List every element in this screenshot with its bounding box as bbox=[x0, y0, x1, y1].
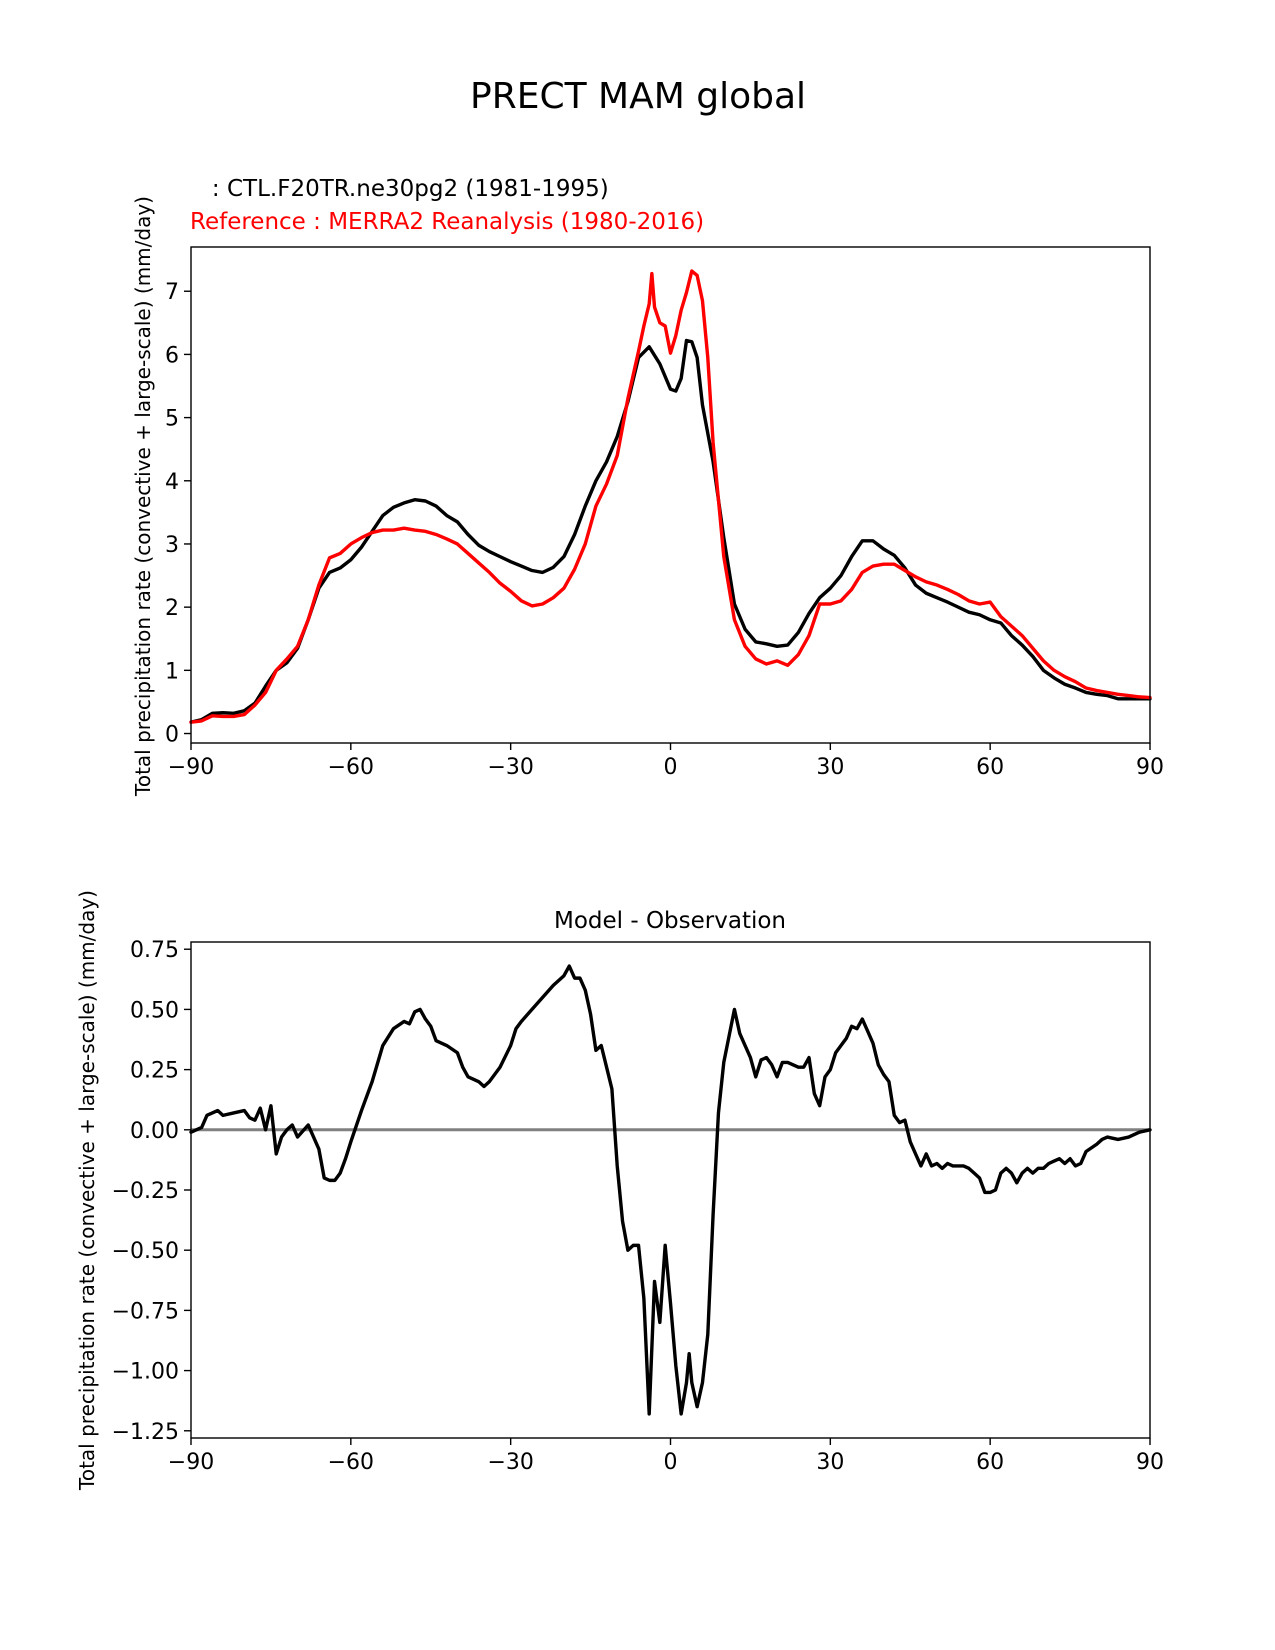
bottom-y-tick-label: 0.75 bbox=[130, 938, 179, 963]
bottom-y-tick-label: −0.25 bbox=[112, 1179, 179, 1204]
bottom-x-tick-label: 0 bbox=[664, 1450, 678, 1475]
top-y-tick-label: 1 bbox=[165, 659, 179, 684]
bottom-x-tick-label: 30 bbox=[816, 1450, 844, 1475]
bottom-y-tick-label: 0.00 bbox=[130, 1119, 179, 1144]
top-y-tick-label: 0 bbox=[165, 723, 179, 748]
top-series-line bbox=[189, 338, 1152, 724]
bottom-chart: Model - Observation −90 −60 −30 0 30 60 90 0.75… bbox=[75, 890, 1164, 1491]
bottom-series-lines bbox=[189, 964, 1152, 1416]
top-y-tick-label: 3 bbox=[165, 533, 179, 558]
top-x-tick-label: 30 bbox=[816, 755, 844, 780]
bottom-x-tick-label: −30 bbox=[487, 1450, 533, 1475]
bottom-plot-frame bbox=[190, 941, 1151, 1439]
bottom-x-tick-label: −60 bbox=[328, 1450, 374, 1475]
top-x-tick-label: −90 bbox=[168, 755, 214, 780]
bottom-y-axis-label: Total precipitation rate (convective + l… bbox=[75, 890, 99, 1491]
top-x-tick-label: 60 bbox=[976, 755, 1004, 780]
model-label: : CTL.F20TR.ne30pg2 (1981-1995) bbox=[190, 176, 609, 202]
top-x-tick-label: 0 bbox=[664, 755, 678, 780]
figure-title: PRECT MAM global bbox=[470, 76, 806, 117]
top-series-lines bbox=[189, 269, 1152, 724]
bottom-y-tick-label: −0.50 bbox=[112, 1239, 179, 1264]
bottom-x-tick-label: 90 bbox=[1136, 1450, 1164, 1475]
top-series-line bbox=[189, 269, 1152, 724]
top-y-tick-label: 7 bbox=[165, 280, 179, 305]
bottom-chart-title: Model - Observation bbox=[554, 908, 786, 934]
bottom-y-tick-label: −1.00 bbox=[112, 1360, 179, 1385]
top-y-tick-label: 5 bbox=[165, 407, 179, 432]
bottom-axis-ticks: −90 −60 −30 0 30 60 90 0.75 0.50 0.25 0.00 −0.25 −0.… bbox=[112, 938, 1164, 1475]
top-y-axis-label: Total precipitation rate (convective + l… bbox=[131, 196, 155, 797]
bottom-x-tick-label: 60 bbox=[976, 1450, 1004, 1475]
top-x-tick-label: 90 bbox=[1136, 755, 1164, 780]
bottom-y-tick-label: −1.25 bbox=[112, 1420, 179, 1445]
bottom-y-tick-label: −0.75 bbox=[112, 1299, 179, 1324]
top-plot-frame bbox=[190, 246, 1151, 744]
reference-label: Reference : MERRA2 Reanalysis (1980-2016… bbox=[190, 209, 704, 235]
top-y-tick-label: 6 bbox=[165, 343, 179, 368]
top-y-tick-label: 4 bbox=[165, 470, 179, 495]
top-y-tick-label: 2 bbox=[165, 596, 179, 621]
bottom-x-tick-label: −90 bbox=[168, 1450, 214, 1475]
bottom-y-tick-label: 0.50 bbox=[130, 998, 179, 1023]
bottom-y-tick-label: 0.25 bbox=[130, 1059, 179, 1084]
top-chart: : CTL.F20TR.ne30pg2 (1981-1995) Referenc… bbox=[131, 176, 1164, 797]
top-x-tick-label: −30 bbox=[487, 755, 533, 780]
bottom-series-line bbox=[189, 964, 1152, 1416]
top-x-tick-label: −60 bbox=[328, 755, 374, 780]
top-axis-ticks: −90 −60 −30 0 30 60 90 0 1 2 3 4 5 6 7 bbox=[165, 280, 1164, 780]
